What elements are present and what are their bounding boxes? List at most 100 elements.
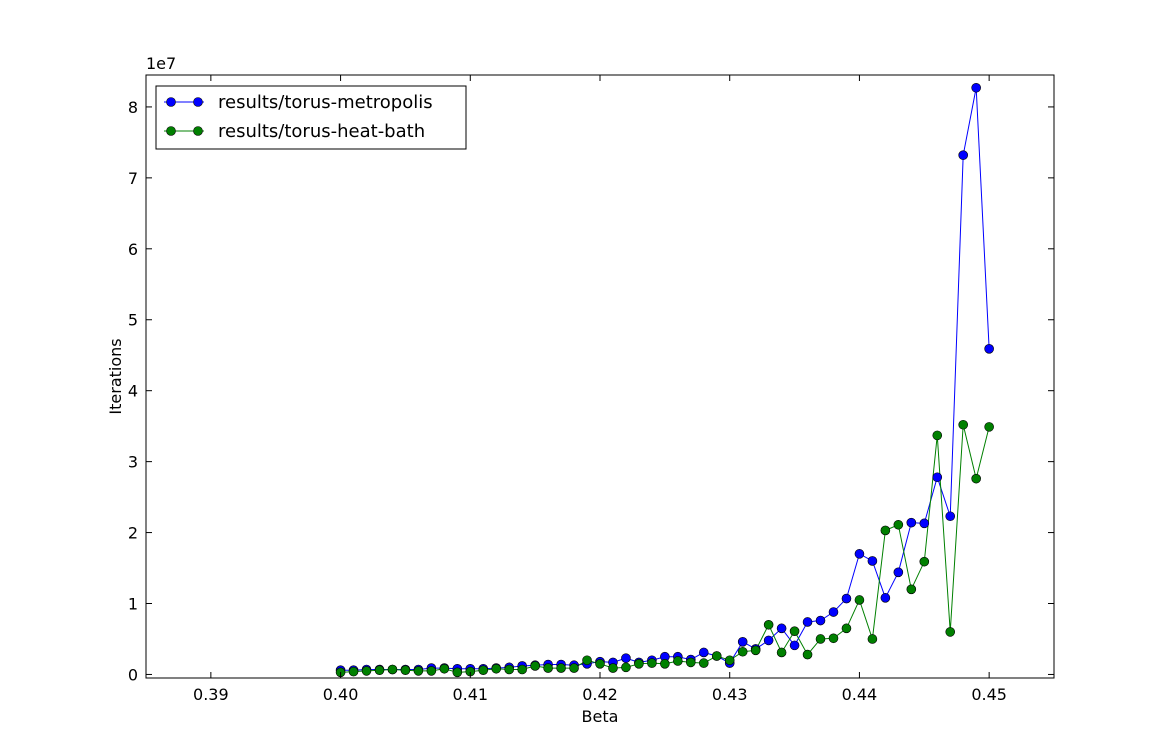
series-0-point-33 [763, 635, 774, 646]
y-tick-label-0: 0 [128, 665, 138, 684]
legend-box [155, 85, 467, 150]
series-1-point-6 [413, 666, 424, 676]
x-tick-label-3: 0.42 [582, 685, 618, 704]
x-tick-label-1: 0.40 [323, 685, 359, 704]
y-axis-label: Iterations [106, 338, 125, 414]
legend-marker-0 [166, 97, 176, 107]
y-tick-label-4: 4 [128, 382, 138, 401]
series-1-point-49 [971, 473, 981, 484]
series-0-point-42 [880, 593, 891, 603]
series-0-point-31 [737, 637, 748, 647]
y-tick-label-5: 5 [128, 311, 138, 330]
series-1-point-3 [374, 665, 385, 676]
series-1-point-2 [361, 666, 372, 676]
series-1-point-25 [660, 659, 670, 669]
y-tick-label-6: 6 [128, 240, 138, 259]
series-1-point-30 [724, 655, 735, 666]
x-tick-label-5: 0.44 [842, 685, 878, 704]
series-1-point-28 [698, 658, 709, 668]
axes: 0.39 0.40 0.41 0.42 0.43 0.44 0.45 0 1 2 3 4 5 6 7 8 [128, 74, 1055, 704]
series-1-point-17 [556, 663, 566, 673]
series-0-point-38 [828, 607, 839, 617]
series-1-point-38 [828, 633, 839, 644]
series-0-point-43 [893, 567, 904, 578]
series-1-point-31 [737, 646, 748, 657]
legend: results/torus-metropolis results/torus-h… [155, 85, 467, 150]
x-tick-label-6: 0.45 [971, 685, 1007, 704]
series-1-point-16 [543, 663, 553, 673]
series-0-point-41 [867, 556, 878, 566]
x-tick-label-4: 0.43 [712, 685, 748, 704]
series-1-point-12 [491, 663, 502, 674]
series-1-point-41 [867, 634, 878, 644]
y-tick-label-2: 2 [128, 524, 138, 543]
series-0-point-35 [789, 640, 800, 651]
series-1-point-43 [893, 519, 904, 530]
series-0-point-39 [841, 593, 852, 604]
series-0-point-46 [932, 472, 943, 483]
series-1-point-23 [634, 659, 644, 669]
series-0-point-47 [945, 511, 956, 522]
legend-marker-1 [166, 126, 176, 136]
legend-marker-0b [193, 97, 203, 107]
legend-entry-1: results/torus-heat-bath [164, 121, 425, 142]
series-1-point-13 [504, 664, 515, 675]
series-1-point-42 [880, 525, 891, 536]
series-0-point-49 [971, 82, 981, 93]
series-1-point-9 [452, 667, 463, 678]
series-1-point-39 [841, 623, 852, 634]
x-tick-label-2: 0.41 [452, 685, 488, 704]
series-1-point-33 [763, 619, 774, 630]
series-1-point-5 [400, 665, 411, 676]
y-offset-label: 1e7 [146, 54, 176, 73]
series-0-point-22 [621, 653, 631, 663]
y-tick-label-7: 7 [128, 169, 138, 188]
series-1-point-34 [776, 647, 787, 658]
series-1-point-22 [621, 662, 631, 673]
series-1-point-1 [348, 666, 359, 677]
series-1-point-11 [478, 665, 489, 676]
legend-marker-1b [193, 126, 203, 136]
legend-entry-0: results/torus-metropolis [164, 92, 433, 113]
series-1-point-15 [530, 661, 540, 671]
series-0-point-50 [984, 344, 994, 354]
x-axis-label: Beta [582, 707, 619, 726]
series-1-point-18 [569, 663, 579, 673]
legend-label-1: results/torus-heat-bath [218, 121, 425, 142]
y-tick-label-3: 3 [128, 453, 138, 472]
series-0-point-34 [776, 623, 787, 634]
plot-area [335, 82, 994, 678]
series-1-point-47 [945, 627, 956, 637]
series-1-point-4 [387, 664, 398, 675]
series-1-point-21 [608, 663, 618, 673]
series-1-point-35 [789, 626, 800, 636]
series-1-point-20 [595, 659, 605, 669]
series-0-point-44 [906, 517, 917, 528]
series-1-point-8 [439, 663, 450, 674]
y-tick-label-1: 1 [128, 595, 138, 614]
series-0-point-37 [815, 615, 826, 626]
series-1-point-26 [673, 656, 683, 666]
series-1-point-46 [932, 430, 943, 441]
series-1-point-36 [802, 649, 813, 660]
series-1-point-48 [958, 419, 969, 430]
series-1-point-24 [647, 658, 657, 668]
series-1-point-44 [906, 584, 917, 595]
series-1-point-7 [426, 666, 437, 676]
series-1-point-14 [517, 664, 527, 675]
series-0-point-36 [802, 617, 813, 627]
series-1-point-32 [750, 645, 761, 656]
series-1-point-37 [815, 634, 826, 644]
series-0-point-40 [854, 549, 865, 559]
series-1-point-27 [685, 657, 696, 668]
series-1-point-29 [711, 651, 722, 661]
y-tick-label-8: 8 [128, 98, 138, 117]
series-1-point-40 [854, 595, 865, 605]
series-0-point-28 [698, 647, 709, 658]
legend-label-0: results/torus-metropolis [218, 92, 433, 113]
x-tick-label-0: 0.39 [193, 685, 229, 704]
series-0-point-48 [958, 150, 969, 160]
series-1-point-19 [582, 655, 592, 666]
series-1-point-45 [919, 556, 930, 567]
